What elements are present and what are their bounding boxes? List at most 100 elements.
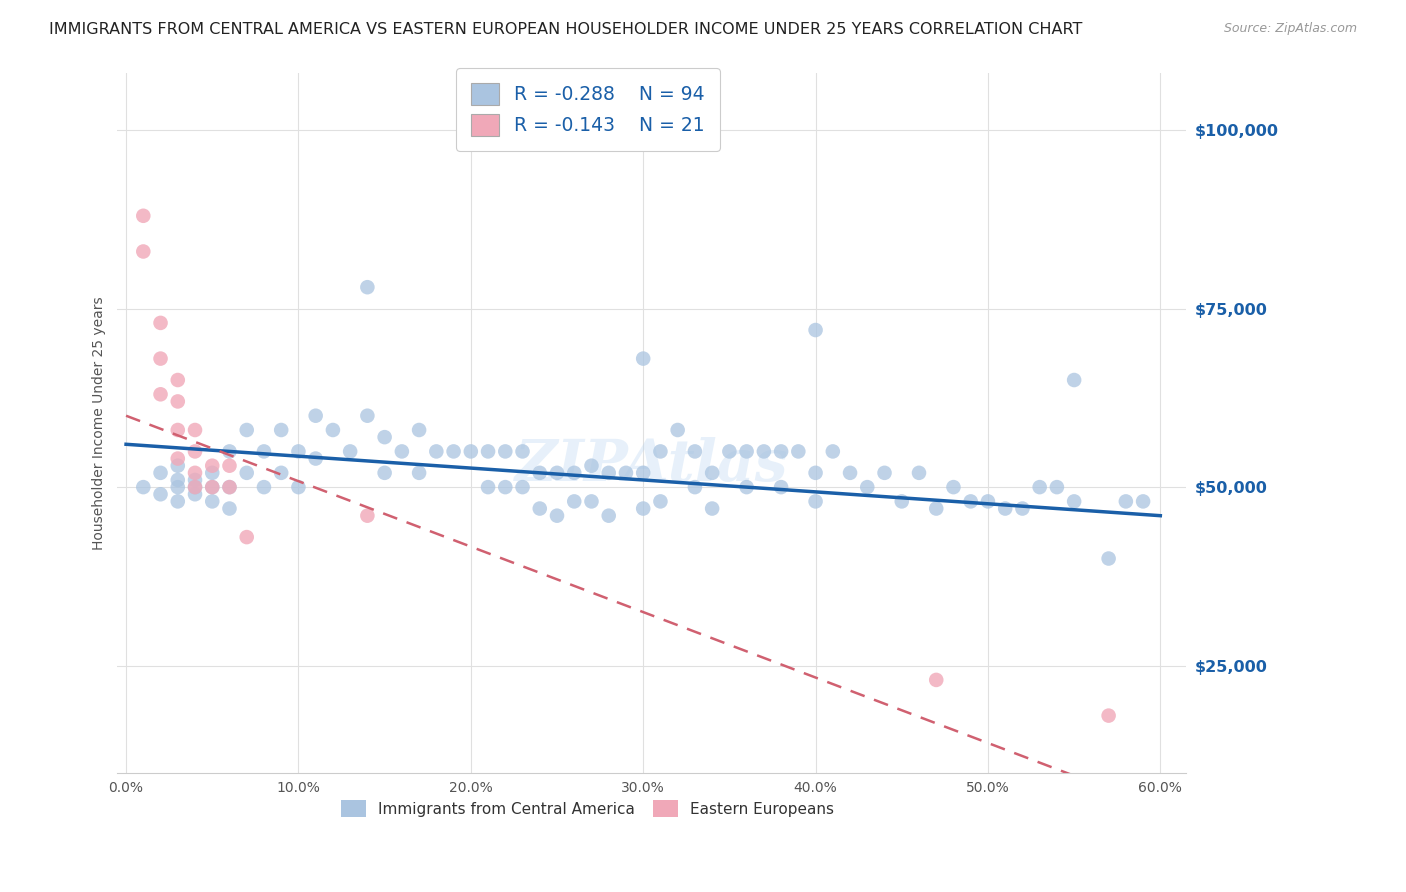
Point [942,480,965,494]
Point [305,451,328,466]
Point [443,444,465,458]
Point [770,480,793,494]
Point [581,494,603,508]
Point [821,444,844,458]
Legend: Immigrants from Central America, Eastern Europeans: Immigrants from Central America, Eastern… [333,793,842,824]
Point [804,494,827,508]
Point [581,458,603,473]
Point [184,487,207,501]
Point [218,501,240,516]
Point [598,466,620,480]
Point [339,444,361,458]
Point [804,323,827,337]
Point [166,423,188,437]
Point [614,466,637,480]
Point [149,487,172,501]
Point [201,494,224,508]
Point [683,444,706,458]
Point [477,444,499,458]
Point [512,480,534,494]
Point [925,501,948,516]
Text: ZIPAtlas: ZIPAtlas [515,436,789,493]
Point [356,508,378,523]
Point [959,494,981,508]
Point [184,480,207,494]
Point [356,280,378,294]
Point [132,244,155,259]
Point [1097,551,1119,566]
Point [562,466,585,480]
Point [253,480,276,494]
Point [149,466,172,480]
Point [166,373,188,387]
Point [166,473,188,487]
Point [787,444,810,458]
Point [287,480,309,494]
Point [356,409,378,423]
Point [977,494,1000,508]
Point [631,501,654,516]
Point [735,480,758,494]
Point [201,466,224,480]
Point [166,458,188,473]
Point [322,423,344,437]
Text: IMMIGRANTS FROM CENTRAL AMERICA VS EASTERN EUROPEAN HOUSEHOLDER INCOME UNDER 25 : IMMIGRANTS FROM CENTRAL AMERICA VS EASTE… [49,22,1083,37]
Point [770,444,793,458]
Y-axis label: Householder Income Under 25 years: Householder Income Under 25 years [93,296,107,549]
Point [562,494,585,508]
Point [494,444,516,458]
Point [166,451,188,466]
Point [1063,373,1085,387]
Point [235,423,257,437]
Point [494,480,516,494]
Point [253,444,276,458]
Point [683,480,706,494]
Point [270,423,292,437]
Point [702,501,724,516]
Point [1097,708,1119,723]
Point [546,466,568,480]
Point [184,473,207,487]
Point [735,444,758,458]
Point [839,466,862,480]
Point [1011,501,1033,516]
Point [460,444,482,458]
Point [408,466,430,480]
Point [512,444,534,458]
Point [201,480,224,494]
Point [873,466,896,480]
Point [132,480,155,494]
Point [425,444,447,458]
Point [270,466,292,480]
Point [305,409,328,423]
Point [149,316,172,330]
Point [149,387,172,401]
Point [804,466,827,480]
Point [201,458,224,473]
Point [184,466,207,480]
Point [218,444,240,458]
Point [856,480,879,494]
Point [631,466,654,480]
Point [218,480,240,494]
Point [477,480,499,494]
Point [650,444,672,458]
Point [546,508,568,523]
Point [149,351,172,366]
Point [890,494,912,508]
Point [166,480,188,494]
Point [702,466,724,480]
Point [1115,494,1137,508]
Point [752,444,775,458]
Point [184,480,207,494]
Point [132,209,155,223]
Point [666,423,689,437]
Point [391,444,413,458]
Point [374,466,396,480]
Point [1028,480,1050,494]
Point [287,444,309,458]
Point [908,466,931,480]
Point [529,466,551,480]
Point [1063,494,1085,508]
Text: Source: ZipAtlas.com: Source: ZipAtlas.com [1223,22,1357,36]
